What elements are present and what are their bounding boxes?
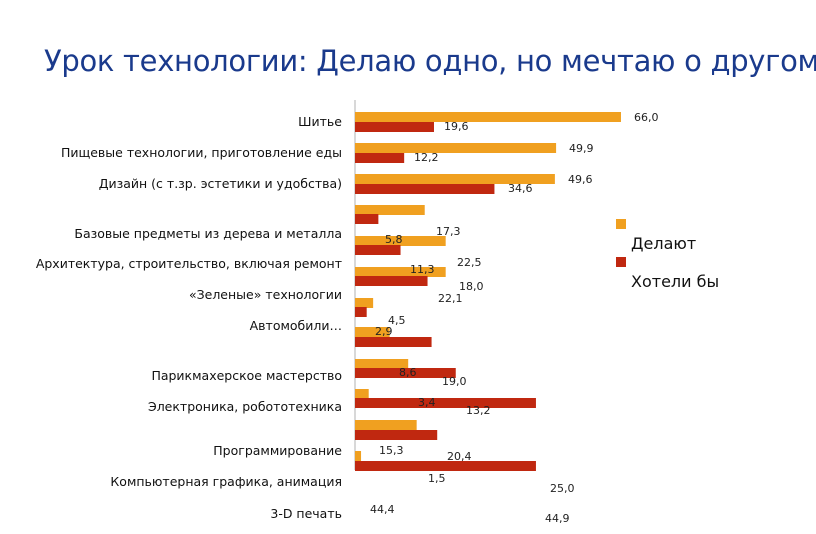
bar-delayut-7 <box>355 298 374 308</box>
value-label-hoteli-by-9: 13,2 <box>466 404 491 417</box>
value-label-hoteli-by-11: 20,4 <box>447 450 472 463</box>
category-label-2: Пищевые технологии, приготовление еды <box>61 145 342 160</box>
category-label-1: Шитье <box>298 114 342 129</box>
value-label-hoteli-by-2: 12,2 <box>414 151 439 164</box>
bar-hoteli-by-11 <box>355 430 438 440</box>
bars-layer <box>355 112 621 471</box>
value-label-delayut-1: 66,0 <box>634 111 659 124</box>
category-label-11: Компьютерная графика, анимация <box>110 474 342 489</box>
value-label-hoteli-by-3: 34,6 <box>508 182 533 195</box>
value-label-delayut-3: 49,6 <box>568 173 593 186</box>
bar-delayut-2 <box>355 143 557 153</box>
value-label-hoteli-by-7: 18,0 <box>459 280 484 293</box>
bar-hoteli-by-7 <box>355 307 367 317</box>
bar-delayut-4 <box>355 205 425 215</box>
value-labels: 66,0 49,9 49,6 17,3 22,5 4,52,9 8,6 3,4 15,3 1,5 4… <box>370 111 659 525</box>
category-label-7: Автомобили… <box>250 318 342 333</box>
bar-hoteli-by-12 <box>355 461 536 471</box>
value-label-delayut-8: 8,6 <box>399 366 417 379</box>
bar-delayut-5 <box>355 236 446 246</box>
value-label-hoteli-by-8: 19,0 <box>442 375 467 388</box>
category-label-6: «Зеленые» технологии <box>189 287 342 302</box>
legend-swatch-hoteli-by <box>616 257 626 267</box>
bar-hoteli-by-3 <box>355 184 495 194</box>
category-label-4: Базовые предметы из дерева и металла <box>74 226 342 241</box>
value-label-hoteli-by-12: 44,9 <box>545 512 570 525</box>
bar-delayut-6 <box>355 267 446 277</box>
bar-delayut-10 <box>355 389 369 399</box>
bar-hoteli-by-9 <box>355 368 456 378</box>
category-label-12: 3-D печать <box>270 506 342 521</box>
category-label-3: Дизайн (с т.зр. эстетики и удобства) <box>99 176 342 191</box>
value-label-hoteli-by-6: 22,1 <box>438 292 463 305</box>
bar-hoteli-by-5 <box>355 245 401 255</box>
value-label-delayut-6: 4,5 <box>388 314 406 327</box>
value-label-hoteli-by-1: 19,6 <box>444 120 469 133</box>
legend: Делают Хотели бы <box>616 219 719 291</box>
value-label-delayut-4: 17,3 <box>436 225 461 238</box>
chart-title: Урок технологии: Делаю одно, но мечтаю о… <box>44 44 816 78</box>
value-label-delayut-12: 44,4 <box>370 503 395 516</box>
bar-delayut-8 <box>355 327 390 337</box>
legend-label-delayut: Делают <box>631 234 696 253</box>
value-label-hoteli-by-10: 25,0 <box>550 482 575 495</box>
bar-delayut-12 <box>355 451 362 461</box>
bar-delayut-3 <box>355 174 555 184</box>
value-label-hoteli-by-4: 5,8 <box>385 233 403 246</box>
bar-hoteli-by-10 <box>355 398 536 408</box>
bar-delayut-11 <box>355 420 417 430</box>
value-label-delayut-7: 2,9 <box>375 325 393 338</box>
category-labels: Шитье Пищевые технологии, приготовление е… <box>36 114 342 521</box>
bar-hoteli-by-2 <box>355 153 405 163</box>
bar-hoteli-by-6 <box>355 276 428 286</box>
value-label-delayut-9: 3,4 <box>418 396 436 409</box>
category-label-5: Архитектура, строительство, включая ремо… <box>36 256 342 271</box>
value-label-delayut-11: 1,5 <box>428 472 446 485</box>
bar-hoteli-by-4 <box>355 214 379 224</box>
value-label-delayut-5: 22,5 <box>457 256 482 269</box>
legend-label-hoteli-by: Хотели бы <box>631 272 719 291</box>
value-label-delayut-2: 49,9 <box>569 142 594 155</box>
legend-swatch-delayut <box>616 219 626 229</box>
bar-hoteli-by-1 <box>355 122 434 132</box>
category-label-8: Парикмахерское мастерство <box>151 368 342 383</box>
value-label-delayut-10: 15,3 <box>379 444 404 457</box>
bar-hoteli-by-8 <box>355 337 432 347</box>
bar-delayut-1 <box>355 112 621 122</box>
bar-delayut-9 <box>355 359 409 369</box>
value-label-hoteli-by-5: 11,3 <box>410 263 435 276</box>
category-label-10: Программирование <box>213 443 342 458</box>
category-label-9: Электроника, робототехника <box>148 399 342 414</box>
